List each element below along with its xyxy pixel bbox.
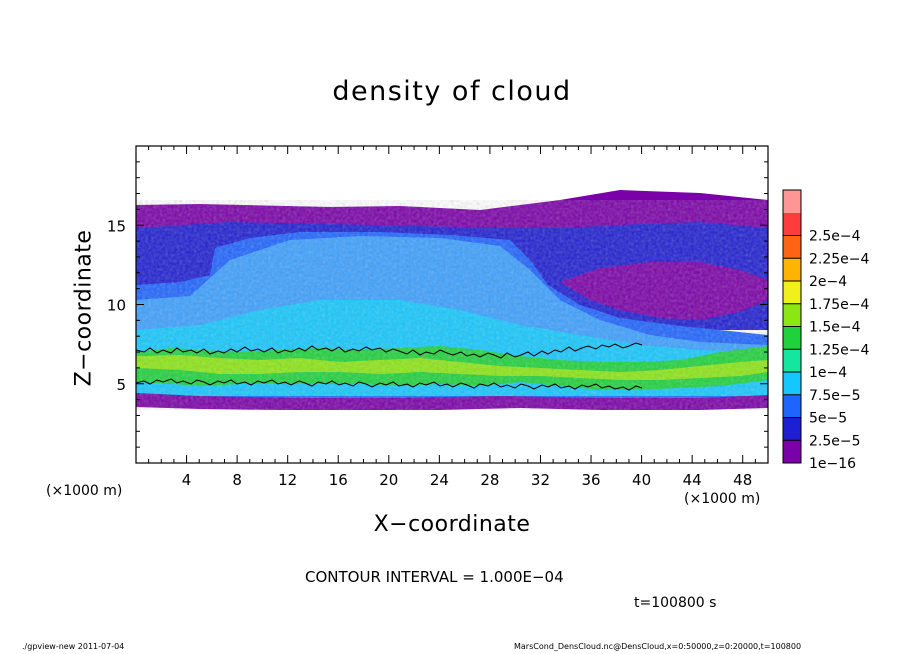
colorbar-label: 7.5e−5 — [809, 388, 861, 404]
footer-source: MarsCond_DensCloud.nc@DensCloud,x=0:5000… — [514, 642, 802, 651]
x-tick-label: 16 — [329, 471, 348, 489]
y-axis: 5 10 15 — [107, 161, 768, 448]
colorbar-swatch — [783, 349, 801, 372]
colorbar-swatch — [783, 394, 801, 418]
x-tick-label: 36 — [581, 471, 600, 489]
x-unit-label: (×1000 m) — [46, 483, 123, 499]
x-tick-label: 32 — [531, 471, 550, 489]
colorbar-swatch — [783, 281, 801, 304]
x-tick-label: 8 — [232, 471, 242, 489]
colorbar-swatch — [783, 440, 801, 463]
x-tick-label: 20 — [379, 471, 398, 489]
colorbar-swatch — [783, 326, 801, 350]
x-tick-label: 24 — [430, 471, 449, 489]
x-unit-label-right: (×1000 m) — [684, 491, 761, 507]
plot-area — [135, 145, 769, 464]
time-label: t=100800 s — [634, 595, 717, 611]
colorbar-label: 2.5e−4 — [809, 229, 861, 245]
x-tick-label: 48 — [733, 471, 752, 489]
y-axis-label: Z−coordinate — [71, 229, 97, 387]
footer-command: ./gpview-new 2011-07-04 — [22, 642, 125, 651]
colorbar-label: 1.25e−4 — [809, 342, 870, 358]
colorbar-swatch — [783, 235, 801, 259]
x-tick-label: 44 — [683, 471, 702, 489]
colorbar-swatch — [783, 372, 801, 395]
y-tick-label: 15 — [107, 217, 126, 235]
colorbar-swatch — [783, 212, 801, 236]
colorbar: 1e−16 2.5e−5 5e−5 7.5e−5 1e−4 1.25e−4 1.5e−4 1.… — [782, 189, 870, 472]
contour-interval-label: CONTOUR INTERVAL = 1.000E−04 — [305, 568, 564, 586]
x-tick-label: 4 — [182, 471, 192, 489]
x-tick-label: 28 — [480, 471, 499, 489]
colorbar-label: 2.25e−4 — [809, 251, 870, 267]
y-tick-label: 5 — [116, 376, 126, 394]
x-tick-label: 40 — [632, 471, 651, 489]
contour-line-1e-4-lower — [136, 378, 643, 391]
colorbar-label: 1.75e−4 — [809, 297, 870, 313]
colorbar-label: 5e−5 — [809, 411, 847, 427]
field-texture — [136, 200, 768, 410]
colorbar-swatch — [783, 190, 801, 213]
colorbar-label: 1e−16 — [809, 456, 856, 472]
contour-line-1e-4-upper — [136, 342, 643, 359]
x-axis: 4 8 12 16 20 24 28 32 36 40 44 48 — [148, 146, 756, 489]
colorbar-label: 1e−4 — [809, 365, 847, 381]
y-tick-label: 10 — [107, 297, 126, 315]
x-axis-label: X−coordinate — [373, 512, 531, 537]
colorbar-label: 1.5e−4 — [809, 320, 861, 336]
colorbar-swatch — [783, 258, 801, 281]
colorbar-swatch — [783, 417, 801, 441]
chart-title: density of cloud — [332, 76, 572, 107]
colorbar-label: 2e−4 — [809, 274, 847, 290]
colorbar-label: 2.5e−5 — [809, 433, 861, 449]
colorbar-swatch — [783, 303, 801, 327]
x-tick-label: 12 — [278, 471, 297, 489]
